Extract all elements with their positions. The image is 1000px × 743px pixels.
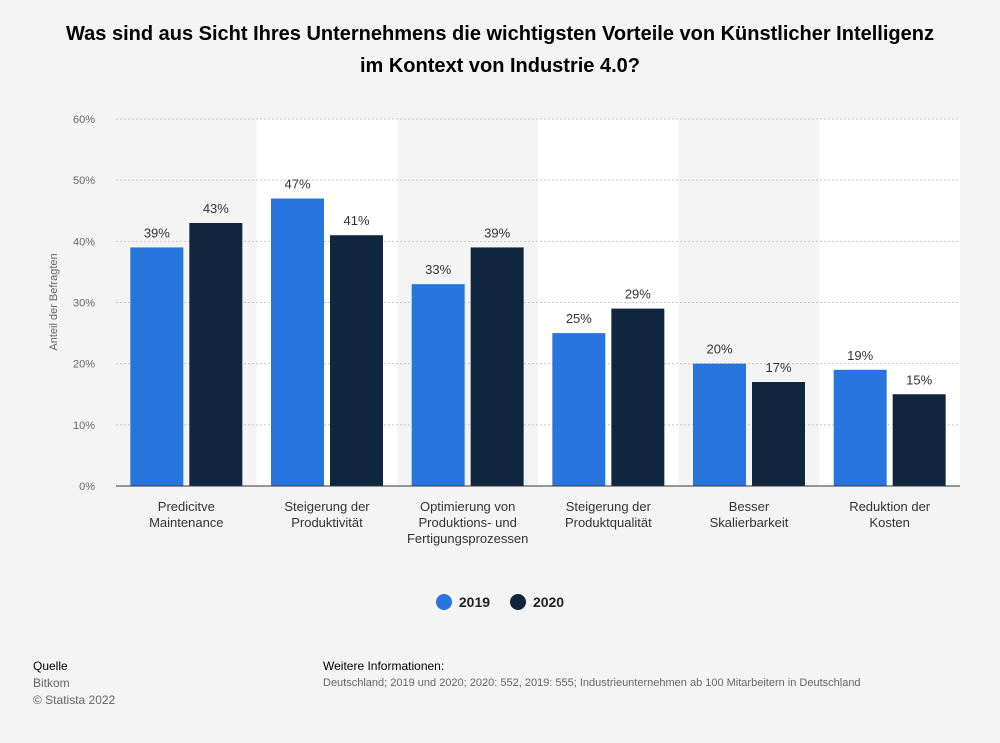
- y-tick-label: 30%: [73, 298, 95, 310]
- y-tick-label: 50%: [73, 175, 95, 187]
- x-axis-categories: Predicitve Maintenance Steigerung der Produ…: [149, 499, 931, 546]
- source-block: Quelle Bitkom © Statista 2022: [33, 658, 115, 709]
- bar-2019-0[interactable]: [130, 247, 184, 486]
- legend-dot-2019: [435, 594, 452, 610]
- bar-2019-3[interactable]: [552, 333, 606, 486]
- y-axis-ticks: 0% 10% 20% 30% 40% 50% 60%: [73, 114, 95, 493]
- source-name[interactable]: Bitkom: [33, 676, 70, 690]
- bar-2019-2[interactable]: [411, 284, 465, 486]
- info-heading: Weitere Informationen:: [323, 659, 445, 673]
- gridlines: [116, 118, 960, 426]
- legend-label-2019: 2019: [458, 594, 491, 610]
- bar-2020-0[interactable]: [189, 222, 243, 486]
- bars: 39% 43% 47% 41% 33% 39% 25% 29% 20% 17% 19% 15%: [130, 177, 946, 486]
- data-label-2019-0: 39%: [144, 225, 170, 240]
- copyright[interactable]: © Statista 2022: [33, 693, 116, 707]
- y-tick-label: 20%: [73, 359, 95, 371]
- bar-2019-4[interactable]: [693, 363, 746, 486]
- x-category-label-2: Optimierung von Produktions- und Fertigung…: [407, 499, 528, 546]
- x-category-label-1: Steigerung der Produktivität: [284, 499, 370, 530]
- bar-2020-3[interactable]: [611, 308, 665, 486]
- data-label-2019-4: 20%: [706, 342, 732, 357]
- bar-2020-4[interactable]: [752, 382, 805, 486]
- chart-title: Was sind aus Sicht Ihres Unternehmens di…: [66, 23, 934, 77]
- bar-2019-1[interactable]: [271, 198, 324, 486]
- legend-item-2020[interactable]: 2020: [509, 594, 565, 610]
- bar-2020-2[interactable]: [470, 247, 524, 486]
- data-label-2020-1: 41%: [343, 213, 369, 228]
- data-label-2020-4: 17%: [765, 360, 791, 375]
- data-label-2019-2: 33%: [425, 262, 451, 277]
- y-axis-title: Anteil der Befragten: [48, 253, 60, 350]
- bar-2020-1[interactable]: [330, 235, 383, 486]
- info-text: Deutschland; 2019 und 2020; 2020: 552, 2…: [323, 677, 861, 689]
- bar-chart: 0% 10% 20% 30% 40% 50% 60% Anteil der Befragte…: [48, 114, 960, 546]
- legend-dot-2020: [509, 594, 526, 610]
- bar-2019-5[interactable]: [833, 369, 887, 486]
- legend-item-2019[interactable]: 2019: [435, 594, 491, 610]
- x-category-label-4: Besser Skalierbarkeit: [710, 499, 789, 530]
- legend-label-2020: 2020: [532, 594, 565, 610]
- data-label-2019-5: 19%: [847, 348, 873, 363]
- data-label-2020-5: 15%: [906, 372, 932, 387]
- y-tick-label: 10%: [73, 420, 95, 432]
- x-category-label-3: Steigerung der Produktqualität: [565, 499, 652, 530]
- y-tick-label: 0%: [79, 481, 95, 493]
- data-label-2020-3: 29%: [625, 287, 651, 302]
- legend: 2019 2020: [0, 594, 1000, 613]
- info-block: Weitere Informationen: Deutschland; 2019…: [323, 658, 861, 692]
- source-heading: Quelle: [33, 659, 68, 673]
- y-tick-label: 60%: [73, 114, 95, 126]
- x-category-label-0: Predicitve Maintenance: [149, 499, 223, 530]
- y-tick-label: 40%: [73, 236, 95, 248]
- data-label-2020-0: 43%: [203, 201, 229, 216]
- bar-2020-5[interactable]: [892, 394, 946, 486]
- data-label-2019-1: 47%: [284, 177, 310, 192]
- data-label-2020-2: 39%: [484, 225, 510, 240]
- data-label-2019-3: 25%: [566, 311, 592, 326]
- x-category-label-5: Reduktion der Kosten: [849, 499, 931, 530]
